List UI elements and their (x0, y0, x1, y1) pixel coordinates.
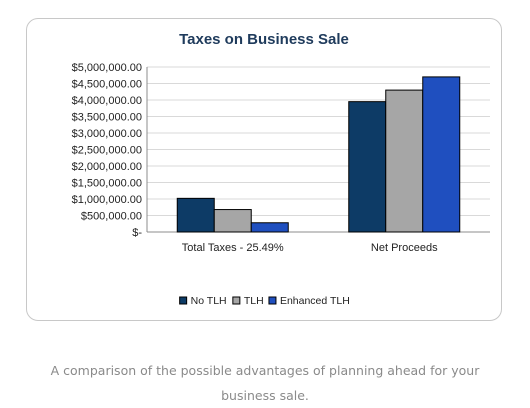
legend-swatch (179, 296, 188, 305)
y-tick-label: $3,500,000.00 (72, 112, 142, 124)
y-tick-label: $4,500,000.00 (72, 79, 142, 91)
legend-label: TLH (244, 295, 264, 307)
y-tick-label: $1,500,000.00 (72, 178, 142, 190)
bar-chart: $- $500,000.00 $1,000,000.00 $1,500,000.00 $… (72, 62, 490, 307)
bar-no-tlh (348, 101, 387, 233)
bar-enhanced-tlh (422, 76, 461, 233)
y-tick-label: $1,000,000.00 (72, 194, 142, 206)
y-tick-label: $- (132, 227, 142, 239)
x-tick-label: Total Taxes - 25.49% (182, 242, 284, 254)
legend-swatch (268, 296, 277, 305)
x-tick-label: Net Proceeds (371, 242, 438, 254)
figure-caption: A comparison of the possible advantages … (50, 363, 480, 403)
y-tick-label: $2,500,000.00 (72, 145, 142, 157)
bar-no-tlh (176, 197, 215, 233)
y-tick-label: $5,000,000.00 (72, 62, 142, 74)
bar-enhanced-tlh (250, 222, 289, 233)
y-tick-label: $4,000,000.00 (72, 95, 142, 107)
bar-tlh (213, 209, 252, 233)
legend-swatch (232, 296, 241, 305)
y-tick-label: $3,000,000.00 (72, 128, 142, 140)
y-tick-label: $500,000.00 (81, 211, 142, 223)
bar-tlh (385, 89, 424, 233)
y-tick-label: $2,000,000.00 (72, 161, 142, 173)
chart-container: Taxes on Business Sale $- $500,000.00 $1,0… (26, 18, 502, 321)
legend-label: Enhanced TLH (280, 295, 350, 307)
legend-label: No TLH (191, 295, 227, 307)
chart-title: Taxes on Business Sale (179, 31, 349, 48)
